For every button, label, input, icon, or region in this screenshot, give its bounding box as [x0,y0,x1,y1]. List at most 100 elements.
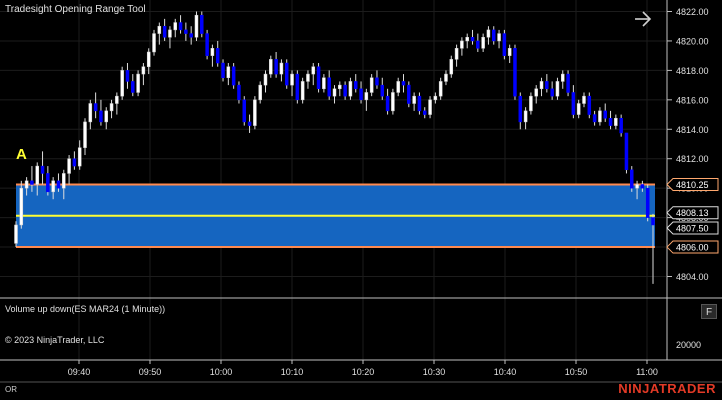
candle-52 [290,70,294,97]
candle-50 [279,59,284,82]
price-marker-4806.00: 4806.00 [666,240,719,254]
candle-body [619,117,623,134]
candle-69 [380,77,385,100]
candle-24 [141,63,146,86]
candle-body [332,88,337,97]
candle-body [460,40,464,49]
candle-36 [205,29,209,60]
candle-77 [422,107,427,119]
candle-body [93,103,98,112]
candle-body [539,81,544,90]
price-tick-label: 4818.00 [676,66,709,76]
price-tick-label: 4822.00 [676,7,709,17]
time-tick-label: 11:00 [636,367,658,377]
candle-84 [460,37,464,56]
price-tick-label: 4816.00 [676,95,709,105]
candle-93 [507,44,512,64]
candle-body [369,77,374,93]
candle-body [322,77,326,90]
candle-99 [539,77,544,97]
candle-body [72,158,77,167]
candle-8 [56,173,61,192]
candle-body [598,110,602,123]
candle-58 [322,74,326,93]
candle-body [184,29,188,34]
copyright-text: © 2023 NinjaTrader, LLC [5,335,105,345]
candle-88 [481,33,485,52]
candle-11 [72,151,77,170]
candle-41 [231,63,236,89]
candle-6 [46,166,50,196]
candle-body [120,70,124,97]
price-marker-box [666,240,719,254]
candle-body [35,165,39,185]
candle-body [486,29,491,38]
candle-body [215,48,220,64]
candle-94 [513,44,517,100]
candle-body [311,66,316,75]
candle-95 [518,92,523,130]
candle-body [385,95,390,112]
candle-75 [412,92,416,111]
price-marker-label: 4808.13 [676,208,709,218]
candle-body [131,81,135,93]
ninjatrader-logo: NINJATRADER [618,381,716,396]
price-marker-label: 4806.00 [676,243,709,253]
candle-53 [295,70,300,104]
candle-43 [242,96,247,126]
candle-73 [401,74,406,93]
candle-body [497,33,501,42]
candle-83 [454,44,459,67]
candle-body [465,37,469,42]
candle-65 [359,81,363,104]
candle-body [284,62,289,86]
time-tick-label: 10:20 [352,367,375,377]
candle-33 [189,26,193,45]
candle-body [645,187,650,218]
f-button[interactable]: F [701,304,717,319]
candle-body [168,29,172,38]
candle-body [545,81,549,90]
candle-body [247,121,252,126]
price-tick-label: 4804.00 [676,272,709,282]
candle-body [428,99,432,115]
candle-body [550,88,554,97]
candle-116 [630,166,634,192]
candle-57 [316,63,321,93]
candle-body [146,51,151,67]
candle-42 [237,81,241,104]
candle-12 [77,140,82,170]
candle-31 [178,15,183,34]
candle-body [518,95,523,123]
candle-body [295,73,300,101]
arrow-right-icon[interactable] [632,8,654,30]
candle-113 [614,114,618,130]
candle-body [338,84,342,90]
candle-body [279,62,284,75]
candle-63 [348,77,353,100]
price-tick-label: 4814.00 [676,125,709,135]
candle-body [242,99,247,123]
candle-78 [428,96,432,119]
candle-2 [24,177,29,196]
candle-45 [253,96,257,130]
candle-body [136,73,140,93]
time-tick-label: 10:00 [210,367,233,377]
candle-118 [640,180,645,192]
price-marker-box [666,221,719,235]
candle-body [640,184,645,189]
candle-66 [364,88,369,111]
time-tick-label: 10:50 [565,367,588,377]
candle-60 [332,85,337,104]
price-tick-label: 4812.00 [676,154,709,164]
candle-body [582,95,586,104]
candle-9 [62,169,66,200]
candle-body [417,95,422,112]
candle-body [513,48,517,97]
candle-103 [561,70,565,89]
candle-72 [396,77,400,97]
candle-111 [603,103,607,122]
candle-56 [311,63,316,86]
candle-body [396,81,400,93]
